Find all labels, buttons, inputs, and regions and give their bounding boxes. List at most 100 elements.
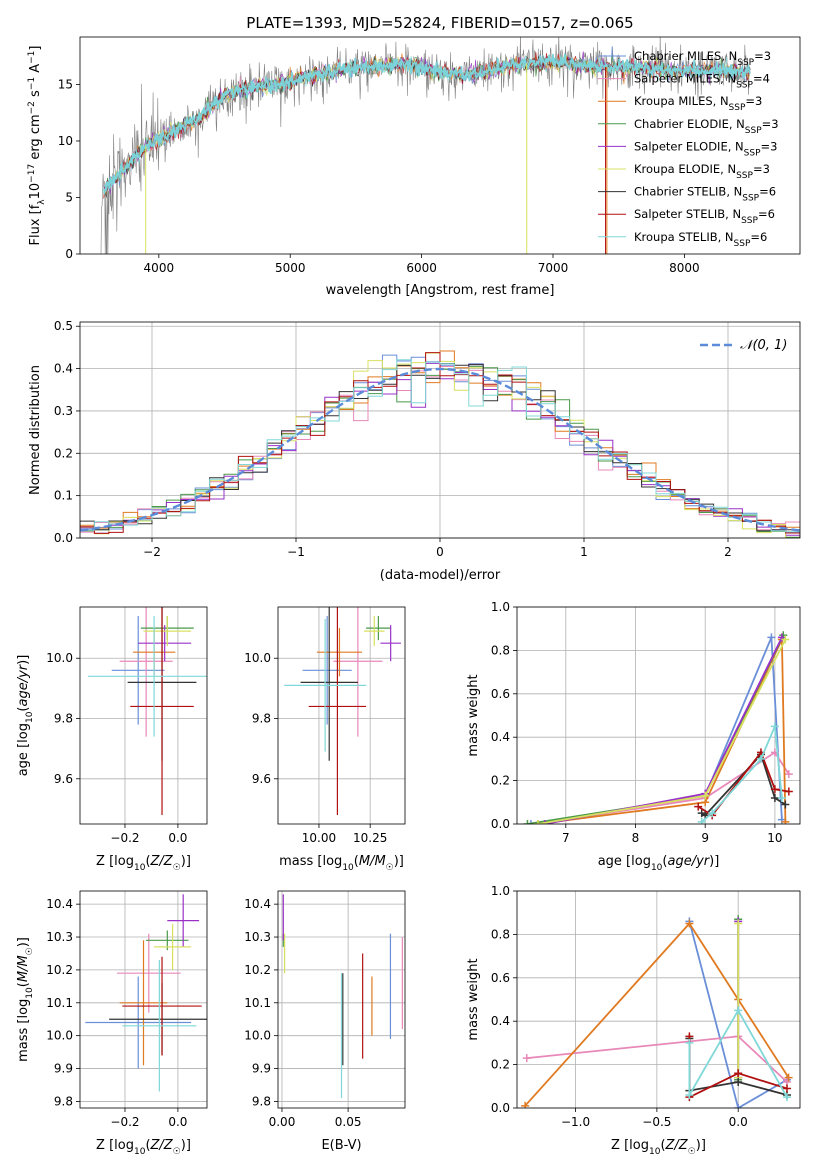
plot-area: [284, 607, 401, 815]
x-axis-label-part: )]: [696, 1138, 706, 1153]
y-tick-label: 10.0: [244, 1029, 271, 1043]
weight-marker: [694, 802, 703, 811]
weight-marker: [784, 770, 793, 779]
x-axis-label-part: (: [662, 854, 667, 869]
weight-marker: [782, 1084, 791, 1093]
y-tick-label: 10.0: [46, 1029, 73, 1043]
weight-marker: [533, 820, 542, 824]
weight-line: [544, 637, 783, 824]
legend-entry-part: =3: [762, 117, 779, 131]
axes-frame: [277, 890, 406, 1109]
x-axis-label-part: ☉: [688, 1147, 696, 1157]
y-tick-label: 9.9: [252, 1062, 271, 1076]
y-tick-label: 1.0: [491, 600, 510, 614]
legend-entry-part: SSP: [734, 239, 751, 249]
y-axis-label: mass [log10(M/M☉)]: [16, 937, 35, 1062]
legend-entry-part: Chabrier ELODIE, N: [634, 117, 745, 131]
x-axis-label-part: 10: [342, 863, 354, 873]
data-point: [366, 616, 391, 641]
weight-marker: [523, 820, 532, 824]
legend-entry-part: SSP: [736, 81, 753, 91]
y-tick-label: 9.8: [54, 1094, 73, 1108]
x-tick-label: 9: [701, 831, 709, 845]
data-point: [87, 616, 207, 737]
x-axis-label: age [log10(age/yr)]: [598, 854, 720, 873]
legend-entry: Kroupa MILES, NSSP=3: [634, 94, 762, 113]
y-axis-label: mass weight: [466, 958, 481, 1040]
weight-marker: [770, 785, 779, 794]
legend-entry-part: =6: [750, 230, 767, 244]
weight-line: [537, 751, 790, 824]
y-axis-label-part: (: [16, 707, 31, 712]
x-axis-label: Z [log10(Z/Z☉)]: [96, 854, 191, 873]
data-point: [308, 607, 367, 815]
weight-marker: [734, 919, 743, 928]
axes-frame: [516, 890, 801, 1109]
x-tick-label: −0.5: [642, 1115, 671, 1129]
legend-entry: Kroupa STELIB, NSSP=6: [634, 230, 767, 249]
legend-entry-part: =3: [745, 94, 762, 108]
legend-entry-part: SSP: [729, 103, 746, 113]
legend-entry-part: Salpeter STELIB, N: [634, 207, 741, 221]
y-axis-label-part: age/yr: [16, 663, 31, 706]
legend-entry-part: =3: [761, 139, 778, 153]
y-axis-label-part: A: [28, 64, 43, 77]
legend-entry-part: =6: [759, 185, 776, 199]
legend-entry-part: SSP: [742, 194, 759, 204]
y-tick-label: 0.2: [491, 1058, 510, 1072]
y-axis-label-part: −1: [27, 51, 37, 64]
weight-marker: [734, 1006, 743, 1015]
y-tick-label: 10.3: [244, 930, 271, 944]
data-point: [364, 616, 385, 647]
y-tick-label: 0.2: [54, 446, 73, 460]
x-axis-label-part: (: [145, 854, 150, 869]
axes-frame: [79, 36, 801, 255]
legend-entry-part: Kroupa MILES, N: [634, 94, 729, 108]
axes-frame: [79, 321, 801, 539]
weight-marker: [522, 1054, 531, 1063]
x-tick-label: −1: [287, 545, 305, 559]
weight-marker: [734, 1077, 743, 1086]
weight-marker: [734, 1104, 743, 1108]
weight-line: [537, 639, 787, 824]
y-tick-label: 0.4: [491, 730, 510, 744]
model-spectrum-line: [102, 53, 751, 196]
x-tick-label: −0.2: [110, 831, 139, 845]
data-point: [111, 616, 165, 725]
x-tick-label: 7: [562, 831, 570, 845]
panel-age-vs-Z: −0.2 0.09.69.810.0Z [log10(Z/Z☉)]age [log…: [16, 606, 208, 873]
y-tick-label: 9.8: [252, 1094, 271, 1108]
x-tick-label: −1.0: [561, 1115, 590, 1129]
x-tick-label: 6000: [406, 261, 437, 275]
y-tick-label: 0.5: [54, 319, 73, 333]
y-tick-label: 15: [58, 77, 73, 91]
x-tick-label: 10.00: [302, 831, 336, 845]
plot-area: [282, 894, 403, 1099]
weight-marker: [784, 1073, 793, 1082]
y-tick-label: 9.8: [252, 712, 271, 726]
weight-marker: [756, 754, 765, 763]
y-tick-label: 0.0: [54, 531, 73, 545]
y-axis-label-part: s: [28, 90, 43, 101]
y-tick-label: 10.0: [46, 651, 73, 665]
data-point: [119, 607, 173, 737]
data-point: [85, 976, 192, 1069]
weight-marker: [777, 793, 786, 802]
data-point: [143, 616, 192, 647]
x-axis-label-part: mass [log: [279, 854, 342, 869]
data-point: [154, 923, 192, 970]
data-point: [122, 956, 202, 1056]
y-axis-label-part: )]: [16, 937, 31, 947]
data-point: [122, 960, 197, 1092]
weight-marker: [781, 800, 790, 809]
y-axis-label-part: λ: [37, 199, 47, 205]
legend-entry-part: =4: [753, 72, 770, 86]
x-tick-label: 0.00: [269, 1115, 296, 1129]
legend-entry-part: SSP: [745, 126, 762, 136]
legend-entry-part: =3: [753, 162, 770, 176]
y-axis-label-part: age [log: [16, 723, 31, 776]
legend-entry: Chabrier ELODIE, NSSP=3: [634, 117, 779, 136]
panel-massweight-vs-Z: −1.0 −0.5 0.0 0.0 0.2 0.4 0.6 0.8 1.0 mass weight…: [466, 884, 801, 1157]
weight-marker: [767, 633, 776, 642]
